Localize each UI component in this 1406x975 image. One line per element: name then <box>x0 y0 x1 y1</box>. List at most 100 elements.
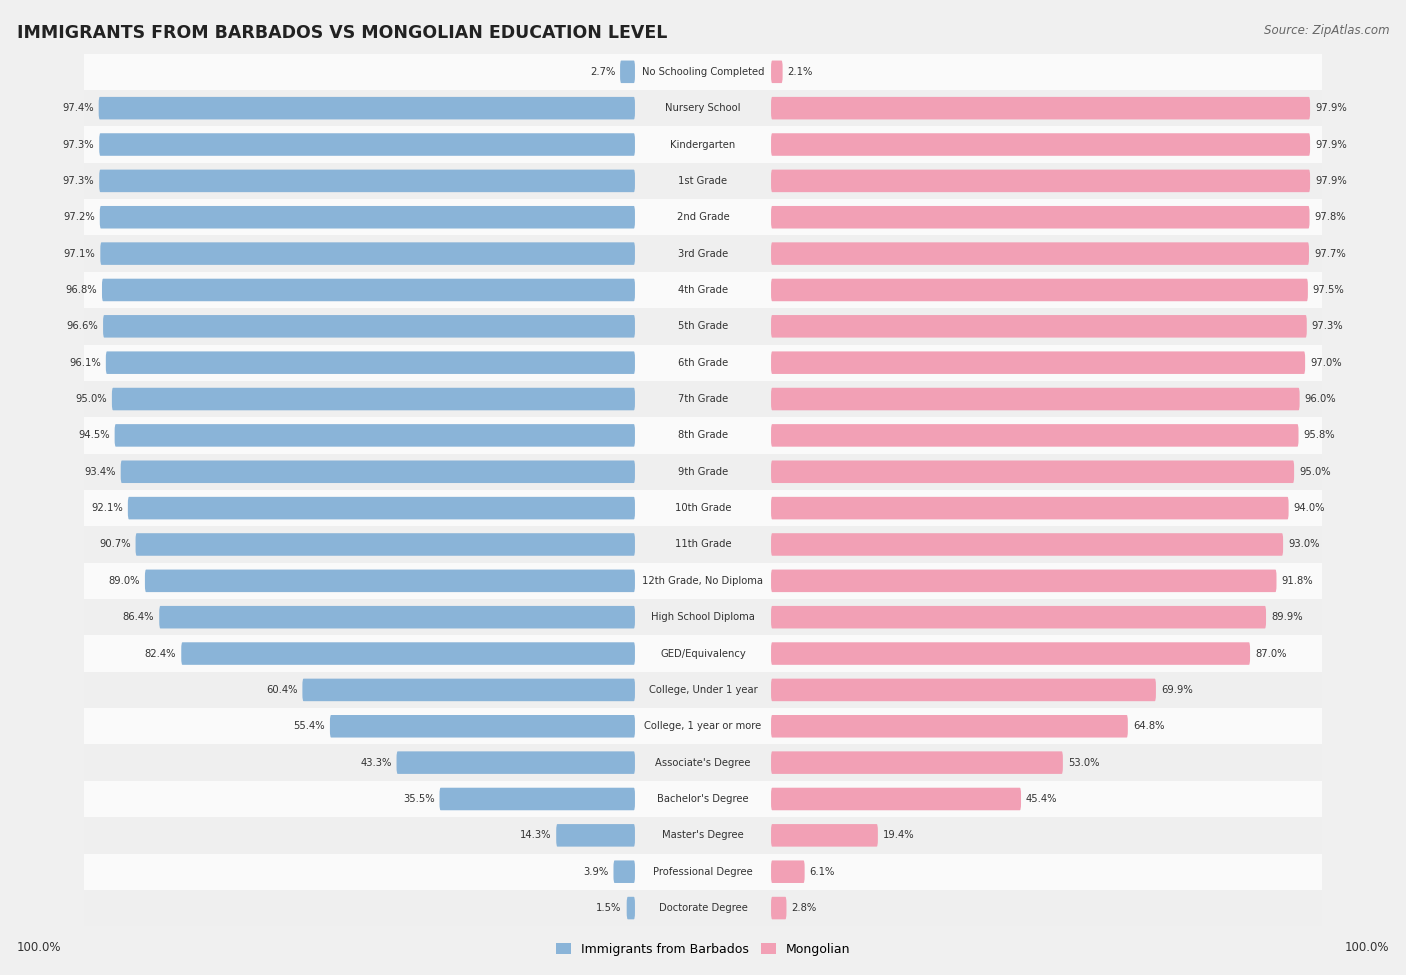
FancyBboxPatch shape <box>770 897 786 919</box>
Text: 90.7%: 90.7% <box>98 539 131 550</box>
Text: 97.0%: 97.0% <box>1310 358 1341 368</box>
Text: 97.5%: 97.5% <box>1313 285 1344 295</box>
Bar <box>84 344 1322 381</box>
Text: 94.5%: 94.5% <box>79 430 110 441</box>
Text: Bachelor's Degree: Bachelor's Degree <box>657 794 749 804</box>
FancyBboxPatch shape <box>770 497 1289 520</box>
FancyBboxPatch shape <box>100 134 636 156</box>
Bar <box>84 235 1322 272</box>
FancyBboxPatch shape <box>620 60 636 83</box>
FancyBboxPatch shape <box>112 388 636 410</box>
Text: 1st Grade: 1st Grade <box>679 176 727 186</box>
FancyBboxPatch shape <box>330 715 636 737</box>
Text: 3rd Grade: 3rd Grade <box>678 249 728 258</box>
FancyBboxPatch shape <box>770 824 877 846</box>
FancyBboxPatch shape <box>100 243 636 265</box>
FancyBboxPatch shape <box>105 351 636 374</box>
Text: 64.8%: 64.8% <box>1133 722 1164 731</box>
FancyBboxPatch shape <box>770 388 1299 410</box>
Bar <box>84 199 1322 235</box>
Text: 89.0%: 89.0% <box>108 576 141 586</box>
Bar <box>84 489 1322 526</box>
Text: 6th Grade: 6th Grade <box>678 358 728 368</box>
Text: Kindergarten: Kindergarten <box>671 139 735 149</box>
FancyBboxPatch shape <box>440 788 636 810</box>
Text: 60.4%: 60.4% <box>266 684 298 695</box>
Text: Master's Degree: Master's Degree <box>662 831 744 840</box>
Text: 2nd Grade: 2nd Grade <box>676 213 730 222</box>
Text: GED/Equivalency: GED/Equivalency <box>661 648 745 658</box>
Text: 43.3%: 43.3% <box>360 758 392 767</box>
Text: 97.2%: 97.2% <box>63 213 94 222</box>
Text: 2.1%: 2.1% <box>787 67 813 77</box>
Text: College, 1 year or more: College, 1 year or more <box>644 722 762 731</box>
Text: 8th Grade: 8th Grade <box>678 430 728 441</box>
Text: 9th Grade: 9th Grade <box>678 467 728 477</box>
FancyBboxPatch shape <box>103 279 636 301</box>
Bar <box>84 853 1322 890</box>
Text: 19.4%: 19.4% <box>883 831 914 840</box>
FancyBboxPatch shape <box>770 170 1310 192</box>
Bar <box>84 708 1322 745</box>
Text: Doctorate Degree: Doctorate Degree <box>658 903 748 913</box>
FancyBboxPatch shape <box>770 643 1250 665</box>
Text: 5th Grade: 5th Grade <box>678 322 728 332</box>
Text: 97.9%: 97.9% <box>1315 103 1347 113</box>
FancyBboxPatch shape <box>770 60 783 83</box>
Bar <box>84 526 1322 563</box>
FancyBboxPatch shape <box>770 679 1156 701</box>
FancyBboxPatch shape <box>770 134 1310 156</box>
Bar <box>84 453 1322 489</box>
Text: 45.4%: 45.4% <box>1026 794 1057 804</box>
Text: 95.0%: 95.0% <box>1299 467 1330 477</box>
FancyBboxPatch shape <box>770 460 1294 483</box>
Legend: Immigrants from Barbados, Mongolian: Immigrants from Barbados, Mongolian <box>551 938 855 961</box>
Text: 2.7%: 2.7% <box>589 67 616 77</box>
FancyBboxPatch shape <box>302 679 636 701</box>
Text: 96.6%: 96.6% <box>66 322 98 332</box>
Text: 55.4%: 55.4% <box>294 722 325 731</box>
FancyBboxPatch shape <box>100 170 636 192</box>
Text: 92.1%: 92.1% <box>91 503 122 513</box>
FancyBboxPatch shape <box>613 861 636 883</box>
Text: 12th Grade, No Diploma: 12th Grade, No Diploma <box>643 576 763 586</box>
Text: 97.4%: 97.4% <box>62 103 94 113</box>
Text: College, Under 1 year: College, Under 1 year <box>648 684 758 695</box>
Bar <box>84 890 1322 926</box>
Text: 2.8%: 2.8% <box>792 903 817 913</box>
Bar <box>84 599 1322 636</box>
Text: 100.0%: 100.0% <box>17 941 62 955</box>
Text: 69.9%: 69.9% <box>1161 684 1192 695</box>
Bar <box>84 781 1322 817</box>
Bar <box>84 636 1322 672</box>
FancyBboxPatch shape <box>181 643 636 665</box>
FancyBboxPatch shape <box>770 715 1128 737</box>
Text: Nursery School: Nursery School <box>665 103 741 113</box>
Bar <box>84 745 1322 781</box>
FancyBboxPatch shape <box>770 97 1310 119</box>
FancyBboxPatch shape <box>770 351 1305 374</box>
Text: 97.1%: 97.1% <box>63 249 96 258</box>
FancyBboxPatch shape <box>770 533 1284 556</box>
FancyBboxPatch shape <box>145 569 636 592</box>
Bar <box>84 672 1322 708</box>
FancyBboxPatch shape <box>115 424 636 447</box>
Text: 97.9%: 97.9% <box>1315 139 1347 149</box>
Text: Professional Degree: Professional Degree <box>654 867 752 877</box>
Text: 91.8%: 91.8% <box>1281 576 1313 586</box>
Bar <box>84 90 1322 127</box>
Text: IMMIGRANTS FROM BARBADOS VS MONGOLIAN EDUCATION LEVEL: IMMIGRANTS FROM BARBADOS VS MONGOLIAN ED… <box>17 24 668 42</box>
Bar <box>84 817 1322 853</box>
Text: 95.0%: 95.0% <box>76 394 107 404</box>
FancyBboxPatch shape <box>770 788 1021 810</box>
FancyBboxPatch shape <box>128 497 636 520</box>
Text: 96.0%: 96.0% <box>1305 394 1336 404</box>
FancyBboxPatch shape <box>396 752 636 774</box>
Text: 82.4%: 82.4% <box>145 648 176 658</box>
FancyBboxPatch shape <box>770 279 1308 301</box>
FancyBboxPatch shape <box>770 861 804 883</box>
FancyBboxPatch shape <box>770 424 1299 447</box>
Text: 100.0%: 100.0% <box>1344 941 1389 955</box>
Text: 93.0%: 93.0% <box>1288 539 1320 550</box>
Bar <box>84 54 1322 90</box>
